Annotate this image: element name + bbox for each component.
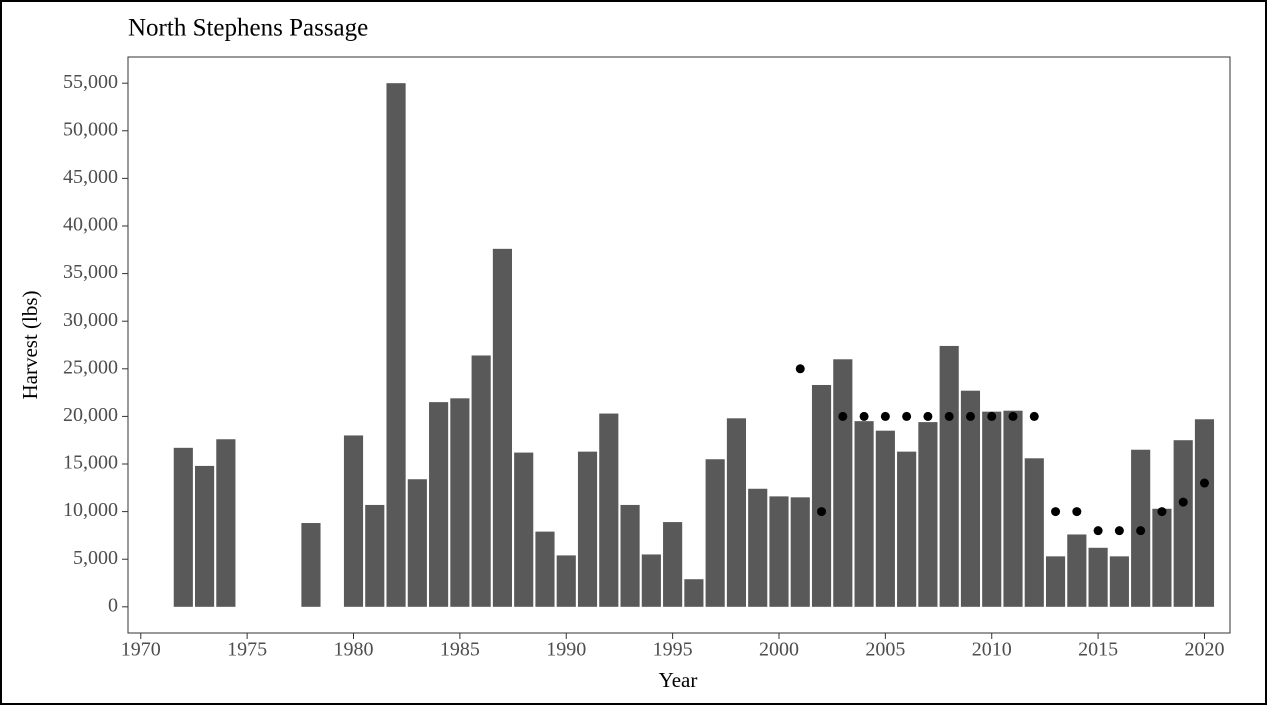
bar — [875, 430, 895, 607]
bar — [301, 523, 321, 607]
point — [1029, 411, 1039, 421]
point — [838, 411, 848, 421]
bar — [833, 359, 853, 607]
point — [1136, 526, 1146, 536]
y-tick-label: 0 — [108, 594, 118, 616]
y-tick-label: 55,000 — [63, 71, 118, 93]
y-tick-label: 10,000 — [63, 499, 118, 521]
y-tick-label: 25,000 — [63, 356, 118, 378]
bar — [960, 390, 981, 607]
y-tick-label: 50,000 — [63, 118, 118, 140]
x-axis-label: Year — [659, 668, 698, 692]
x-tick-label: 2015 — [1078, 639, 1118, 661]
bar — [173, 447, 193, 607]
bar — [705, 459, 725, 607]
bar — [748, 488, 768, 607]
bar — [1003, 410, 1023, 607]
point — [1199, 478, 1209, 488]
point — [1051, 507, 1061, 517]
y-tick-label: 20,000 — [63, 404, 118, 426]
bar — [599, 413, 619, 607]
x-tick-label: 1990 — [546, 639, 586, 661]
point — [923, 411, 933, 421]
bar — [216, 439, 236, 607]
bar — [471, 355, 491, 607]
point — [902, 411, 912, 421]
bar — [769, 496, 789, 607]
bar — [939, 345, 959, 607]
x-tick-label: 2020 — [1184, 639, 1224, 661]
bar — [577, 451, 598, 607]
point — [965, 411, 975, 421]
bar — [343, 435, 364, 607]
point — [1072, 507, 1082, 517]
bar — [620, 504, 640, 607]
x-tick-label: 1985 — [440, 639, 480, 661]
bar — [897, 451, 917, 607]
bar — [790, 497, 810, 607]
bar — [1088, 547, 1108, 607]
bar — [726, 418, 747, 607]
bar — [1173, 440, 1193, 607]
x-tick-label: 2010 — [972, 639, 1012, 661]
y-tick-label: 5,000 — [73, 547, 118, 569]
point — [1157, 507, 1167, 517]
bar — [492, 248, 512, 607]
x-tick-label: 1975 — [227, 639, 267, 661]
point — [795, 364, 805, 374]
bar — [1194, 419, 1215, 607]
x-tick-label: 1980 — [334, 639, 374, 661]
bar — [854, 421, 874, 607]
plot-panel — [127, 56, 1231, 634]
y-axis-label: Harvest (lbs) — [18, 290, 42, 399]
bar — [811, 384, 832, 607]
bar — [1067, 534, 1087, 607]
bar — [556, 555, 576, 607]
point — [1093, 526, 1103, 536]
bar — [407, 479, 427, 607]
bar — [663, 522, 683, 607]
point — [880, 411, 890, 421]
point — [987, 411, 997, 421]
point — [859, 411, 869, 421]
bar — [365, 504, 385, 607]
y-tick-label: 30,000 — [63, 309, 118, 331]
chart-title: North Stephens Passage — [128, 15, 368, 42]
y-tick-label: 15,000 — [63, 452, 118, 474]
bar — [1045, 556, 1066, 607]
bar — [918, 422, 938, 607]
x-tick-label: 2000 — [759, 639, 799, 661]
x-tick-label: 1970 — [121, 639, 161, 661]
bar — [982, 411, 1002, 607]
x-tick-label: 1995 — [653, 639, 693, 661]
y-tick-label: 45,000 — [63, 166, 118, 188]
x-tick-label: 2005 — [865, 639, 905, 661]
bar — [1152, 508, 1172, 607]
bar — [684, 579, 704, 607]
bar — [429, 402, 449, 607]
bar — [1109, 556, 1129, 607]
y-tick-label: 40,000 — [63, 214, 118, 236]
point — [1178, 497, 1188, 507]
bar — [535, 531, 555, 607]
bar — [450, 398, 470, 607]
point — [1114, 526, 1124, 536]
point — [1008, 411, 1018, 421]
y-tick-label: 35,000 — [63, 261, 118, 283]
point — [944, 411, 954, 421]
bar — [195, 465, 215, 607]
bar — [641, 554, 661, 607]
bar — [1024, 458, 1044, 607]
bar — [514, 452, 534, 607]
point — [817, 507, 827, 517]
bar — [386, 83, 406, 607]
